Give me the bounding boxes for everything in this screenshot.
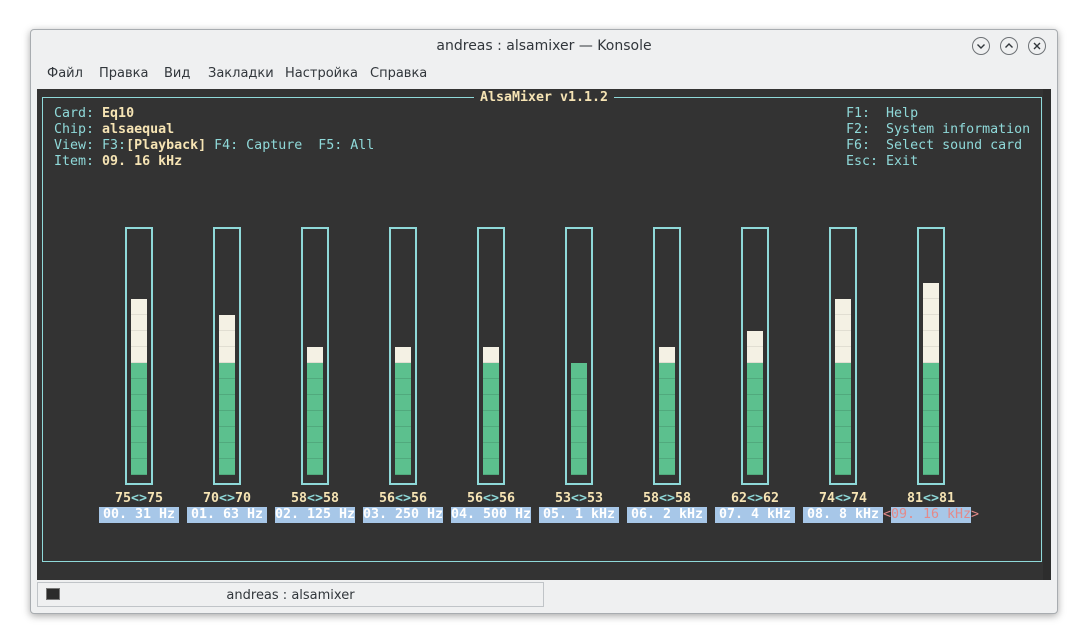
channel-label[interactable]: 07. 4 kHz xyxy=(715,507,795,523)
card-value: Eq10 xyxy=(102,106,135,121)
view-capture: F4: Capture xyxy=(214,138,303,153)
volume-value: 75<>75 xyxy=(114,491,164,506)
volume-value: 81<>81 xyxy=(906,491,956,506)
volume-level-high xyxy=(395,347,411,363)
card-line: Card: Eq10 xyxy=(54,106,135,121)
volume-value: 58<>58 xyxy=(290,491,340,506)
menu-file[interactable]: Файл xyxy=(47,66,83,81)
channel-label[interactable]: 04. 500 Hz xyxy=(451,507,531,523)
volume-slider[interactable] xyxy=(389,227,417,485)
channel-label[interactable]: 00. 31 Hz xyxy=(99,507,179,523)
volume-slider[interactable] xyxy=(653,227,681,485)
volume-slider[interactable] xyxy=(917,227,945,485)
volume-slider[interactable] xyxy=(213,227,241,485)
volume-slider[interactable] xyxy=(301,227,329,485)
terminal-scrollbar[interactable] xyxy=(1043,89,1051,580)
mixer-title: AlsaMixer v1.1.2 xyxy=(37,90,1051,106)
volume-level-low xyxy=(131,363,147,475)
channel-label[interactable]: 06. 2 kHz xyxy=(627,507,707,523)
close-icon xyxy=(1033,42,1041,50)
volume-value: 53<>53 xyxy=(554,491,604,506)
channel-label[interactable]: 01. 63 Hz xyxy=(187,507,267,523)
menu-edit[interactable]: Правка xyxy=(99,66,149,81)
title-bar[interactable]: andreas : alsamixer — Konsole xyxy=(31,30,1057,62)
volume-level-high xyxy=(307,347,323,363)
volume-level-low xyxy=(923,363,939,475)
volume-level-high xyxy=(483,347,499,363)
view-playback: [Playback] xyxy=(126,138,207,153)
help-esc: Esc: Exit xyxy=(846,154,919,169)
volume-value: 58<>58 xyxy=(642,491,692,506)
minimize-button[interactable] xyxy=(972,37,990,55)
channel-label[interactable]: 03. 250 Hz xyxy=(363,507,443,523)
volume-slider[interactable] xyxy=(125,227,153,485)
volume-level-high xyxy=(923,283,939,363)
help-f1: F1: Help xyxy=(846,106,919,121)
volume-value: 56<>56 xyxy=(466,491,516,506)
volume-level-low xyxy=(571,363,587,475)
chip-line: Chip: alsaequal xyxy=(54,122,175,137)
terminal-area[interactable]: AlsaMixer v1.1.2 Card: Eq10 Chip: alsaeq… xyxy=(37,89,1051,580)
chevron-down-icon xyxy=(977,44,985,49)
session-tab-label: andreas : alsamixer xyxy=(226,588,355,603)
maximize-button[interactable] xyxy=(1000,37,1018,55)
volume-value: 62<>62 xyxy=(730,491,780,506)
channel-label-selected[interactable]: 09. 16 kHz xyxy=(891,507,971,523)
volume-level-high xyxy=(131,299,147,363)
volume-level-high xyxy=(219,315,235,363)
volume-level-high xyxy=(659,347,675,363)
view-line: View: F3:[Playback] F4: Capture F5: All xyxy=(54,138,375,153)
volume-slider[interactable] xyxy=(829,227,857,485)
volume-level-low xyxy=(835,363,851,475)
volume-value: 74<>74 xyxy=(818,491,868,506)
chevron-up-icon xyxy=(1005,43,1013,48)
item-line: Item: 09. 16 kHz xyxy=(54,154,183,169)
volume-level-low xyxy=(307,363,323,475)
close-button[interactable] xyxy=(1028,37,1046,55)
help-f2: F2: System information xyxy=(846,122,1031,137)
volume-value: 56<>56 xyxy=(378,491,428,506)
channel-label[interactable]: 05. 1 kHz xyxy=(539,507,619,523)
terminal-icon xyxy=(46,588,60,600)
menu-settings[interactable]: Настройка xyxy=(285,66,358,81)
window-title: andreas : alsamixer — Konsole xyxy=(436,38,652,54)
konsole-window: andreas : alsamixer — Konsole Файл Правк… xyxy=(30,29,1058,614)
view-all: F5: All xyxy=(318,138,375,153)
volume-value: 70<>70 xyxy=(202,491,252,506)
volume-slider[interactable] xyxy=(477,227,505,485)
menu-view[interactable]: Вид xyxy=(164,66,191,81)
selection-right-marker: > xyxy=(971,507,980,522)
item-value: 09. 16 kHz xyxy=(102,154,183,169)
volume-level-low xyxy=(395,363,411,475)
channel-label[interactable]: 02. 125 Hz xyxy=(275,507,355,523)
volume-level-low xyxy=(659,363,675,475)
volume-level-high xyxy=(747,331,763,363)
selection-left-marker: < xyxy=(883,507,892,522)
channel-label[interactable]: 08. 8 kHz xyxy=(803,507,883,523)
volume-slider[interactable] xyxy=(741,227,769,485)
volume-level-low xyxy=(219,363,235,475)
volume-level-high xyxy=(835,299,851,363)
help-f6: F6: Select sound card xyxy=(846,138,1023,153)
volume-slider[interactable] xyxy=(565,227,593,485)
session-tab[interactable]: andreas : alsamixer xyxy=(37,582,544,607)
chip-value: alsaequal xyxy=(102,122,175,137)
volume-level-low xyxy=(483,363,499,475)
menu-bookmarks[interactable]: Закладки xyxy=(208,66,274,81)
volume-level-low xyxy=(747,363,763,475)
menu-help[interactable]: Справка xyxy=(370,66,428,81)
